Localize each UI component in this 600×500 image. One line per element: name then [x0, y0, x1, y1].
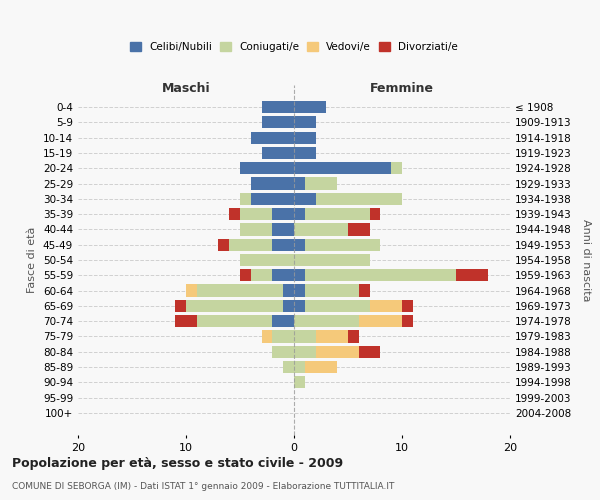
Bar [305, 178, 337, 190]
Bar [251, 269, 272, 281]
Bar [359, 346, 380, 358]
Bar [294, 269, 305, 281]
Bar [294, 178, 305, 190]
Bar [456, 269, 488, 281]
Bar [348, 330, 359, 342]
Bar [402, 300, 413, 312]
Bar [175, 300, 186, 312]
Bar [305, 238, 380, 251]
Bar [305, 361, 337, 373]
Bar [229, 208, 240, 220]
Bar [294, 330, 316, 342]
Bar [391, 162, 402, 174]
Bar [294, 147, 316, 159]
Bar [251, 178, 294, 190]
Bar [294, 224, 348, 235]
Bar [262, 101, 294, 113]
Bar [294, 284, 305, 296]
Bar [218, 238, 229, 251]
Bar [316, 330, 348, 342]
Bar [305, 208, 370, 220]
Bar [240, 192, 251, 205]
Bar [272, 346, 294, 358]
Bar [294, 162, 391, 174]
Bar [294, 376, 305, 388]
Y-axis label: Anni di nascita: Anni di nascita [581, 219, 591, 301]
Bar [240, 208, 272, 220]
Bar [262, 330, 272, 342]
Text: COMUNE DI SEBORGA (IM) - Dati ISTAT 1° gennaio 2009 - Elaborazione TUTTITALIA.IT: COMUNE DI SEBORGA (IM) - Dati ISTAT 1° g… [12, 482, 394, 491]
Bar [294, 192, 316, 205]
Bar [272, 330, 294, 342]
Bar [283, 300, 294, 312]
Bar [402, 315, 413, 328]
Bar [316, 192, 402, 205]
Bar [272, 238, 294, 251]
Bar [272, 315, 294, 328]
Bar [294, 238, 305, 251]
Bar [186, 300, 283, 312]
Bar [294, 101, 326, 113]
Bar [294, 116, 316, 128]
Bar [229, 238, 272, 251]
Bar [294, 254, 370, 266]
Bar [294, 300, 305, 312]
Bar [262, 147, 294, 159]
Bar [305, 300, 370, 312]
Bar [294, 315, 359, 328]
Bar [348, 224, 370, 235]
Bar [294, 208, 305, 220]
Text: Femmine: Femmine [370, 82, 434, 95]
Bar [240, 269, 251, 281]
Bar [272, 224, 294, 235]
Bar [240, 254, 294, 266]
Bar [197, 284, 283, 296]
Bar [370, 300, 402, 312]
Bar [272, 208, 294, 220]
Bar [294, 361, 305, 373]
Text: Maschi: Maschi [161, 82, 211, 95]
Bar [186, 284, 197, 296]
Y-axis label: Fasce di età: Fasce di età [28, 227, 37, 293]
Bar [294, 346, 316, 358]
Bar [283, 284, 294, 296]
Bar [251, 192, 294, 205]
Bar [272, 269, 294, 281]
Bar [262, 116, 294, 128]
Legend: Celibi/Nubili, Coniugati/e, Vedovi/e, Divorziati/e: Celibi/Nubili, Coniugati/e, Vedovi/e, Di… [126, 38, 462, 56]
Bar [240, 162, 294, 174]
Bar [370, 208, 380, 220]
Text: Popolazione per età, sesso e stato civile - 2009: Popolazione per età, sesso e stato civil… [12, 458, 343, 470]
Bar [305, 284, 359, 296]
Bar [316, 346, 359, 358]
Bar [294, 132, 316, 143]
Bar [175, 315, 197, 328]
Bar [283, 361, 294, 373]
Bar [359, 315, 402, 328]
Bar [305, 269, 456, 281]
Bar [197, 315, 272, 328]
Bar [240, 224, 272, 235]
Bar [359, 284, 370, 296]
Bar [251, 132, 294, 143]
